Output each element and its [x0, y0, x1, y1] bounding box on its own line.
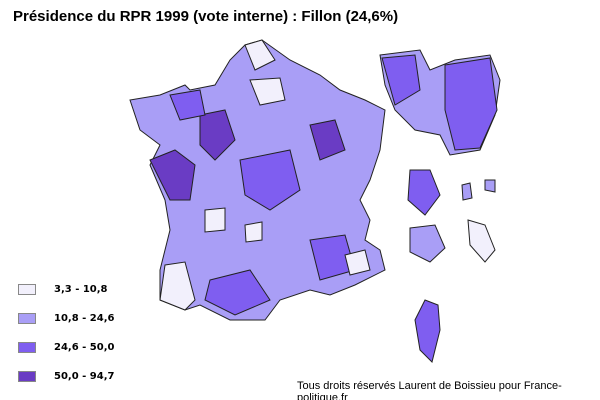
martinique: [467, 219, 496, 263]
region-east-dark: [309, 119, 346, 161]
legend-item: 10,8 - 24,6: [18, 312, 114, 324]
copyright-credit: Tous droits réservés Laurent de Boissieu…: [297, 380, 562, 400]
region-light-6: [344, 249, 371, 276]
region-mid: [239, 149, 301, 211]
legend-label: 3,3 - 10,8: [54, 283, 108, 295]
legend-swatch: [18, 312, 36, 324]
legend-label: 24,6 - 50,0: [54, 341, 115, 353]
legend-item: 50,0 - 94,7: [18, 370, 114, 382]
legend-item: 3,3 - 10,8: [18, 283, 108, 295]
region-light-3: [159, 261, 196, 311]
inset-dark: [444, 57, 498, 151]
map-title: Présidence du RPR 1999 (vote interne) : …: [13, 8, 399, 25]
guyane: [461, 182, 473, 201]
mayotte: [484, 179, 496, 193]
region-light-4: [204, 207, 226, 233]
region-centre-dark: [199, 109, 236, 161]
corsica: [414, 299, 441, 363]
inset-dark-2: [381, 54, 421, 106]
reunion: [409, 224, 446, 263]
legend-label: 10,8 - 24,6: [54, 312, 115, 324]
legend-swatch: [18, 341, 36, 353]
region-north: [169, 89, 206, 121]
legend-swatch: [18, 283, 36, 295]
region-light-5: [244, 221, 263, 243]
guadeloupe: [407, 169, 441, 216]
region-light-2: [249, 77, 286, 106]
region-light-1: [244, 39, 276, 71]
legend-item: 24,6 - 50,0: [18, 341, 114, 353]
legend-swatch: [18, 370, 36, 382]
legend-label: 50,0 - 94,7: [54, 370, 115, 382]
region-west-dark: [149, 149, 196, 201]
region-south: [204, 269, 271, 316]
